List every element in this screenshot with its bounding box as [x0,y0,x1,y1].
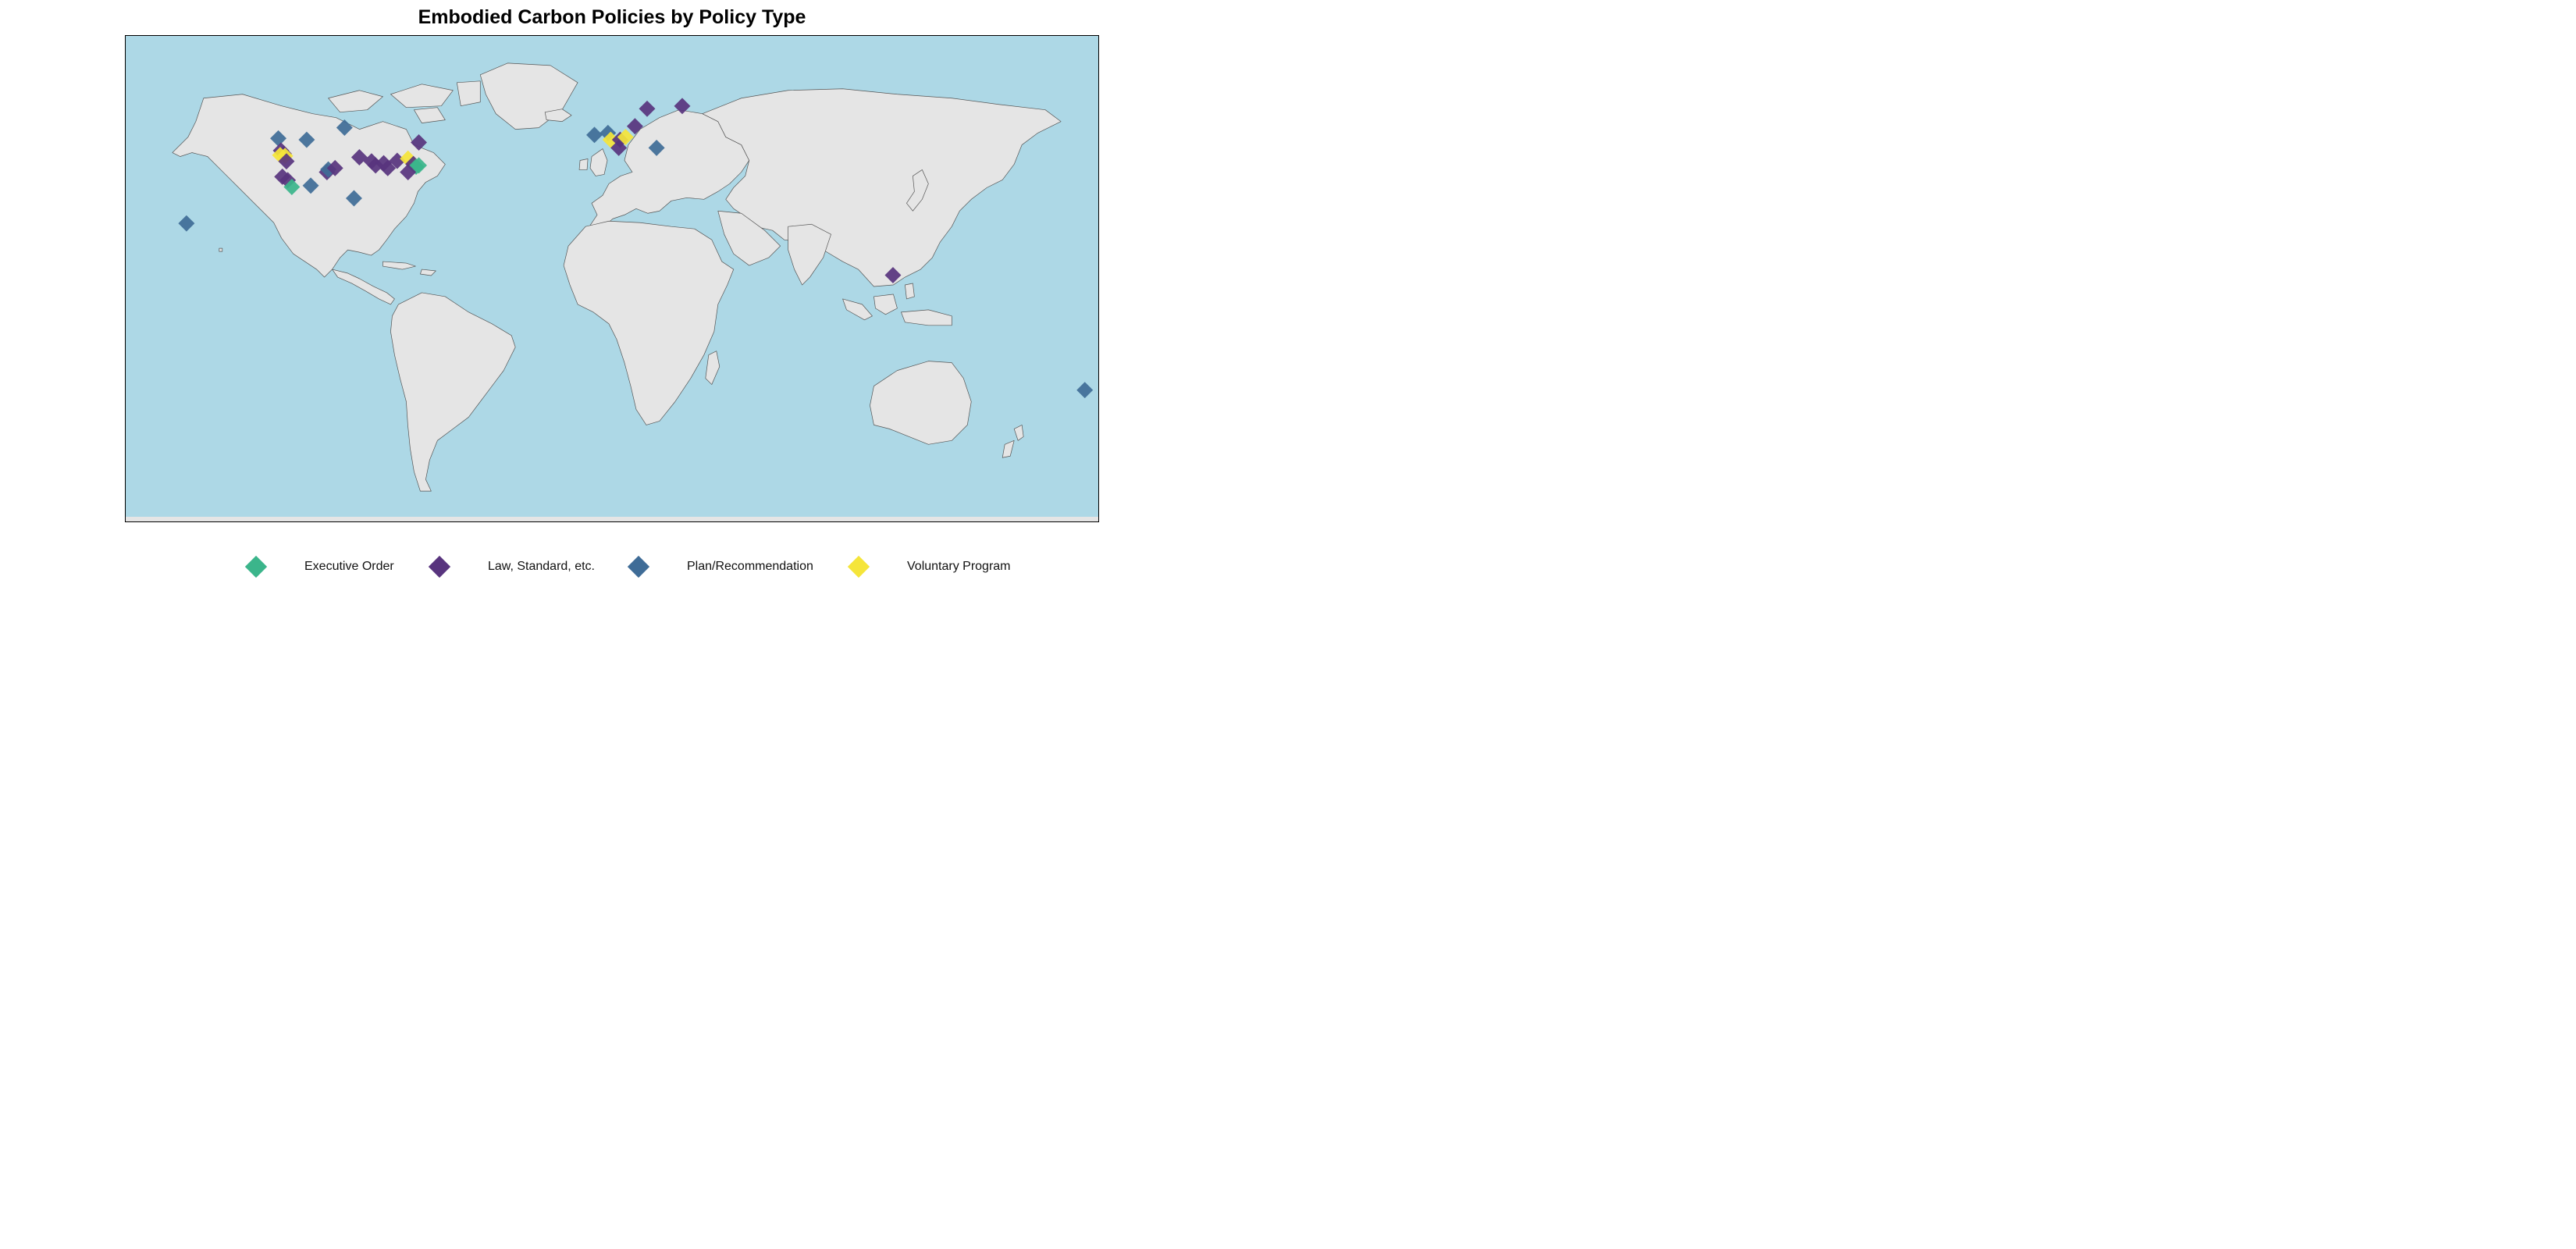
diamond-icon [244,555,268,578]
diamond-icon [847,555,870,578]
legend-item-plan-recommendation: Plan/Recommendation [624,553,813,581]
central-america-land [332,269,395,305]
map-frame [125,35,1099,522]
policy-marker-law-standard[interactable] [610,139,628,156]
antarctica-land [126,517,1098,521]
legend-label: Plan/Recommendation [687,560,813,573]
legend-label: Executive Order [304,560,394,573]
africa-land [563,220,735,425]
new-zealand-land [1002,425,1024,458]
diamond-icon [428,555,451,578]
legend-label: Voluntary Program [907,560,1011,573]
legend-item-law-standard: Law, Standard, etc. [425,553,595,581]
policy-marker-plan-recommendation[interactable] [345,190,362,207]
policy-marker-plan-recommendation[interactable] [270,130,287,147]
world-map[interactable] [126,36,1098,521]
japan-land [906,169,929,212]
policy-marker-plan-recommendation[interactable] [648,139,665,156]
southeast-asia-islands-land [842,283,952,326]
land-layer [126,62,1098,521]
south-america-land [390,292,516,492]
policy-marker-voluntary-program[interactable] [617,129,634,146]
legend: Executive Order Law, Standard, etc. Plan/R… [0,553,1224,581]
uk-ireland-land [578,148,608,176]
policy-marker-plan-recommendation[interactable] [1076,382,1094,399]
legend-label: Law, Standard, etc. [488,560,595,573]
india-land [788,223,831,286]
policy-marker-law-standard[interactable] [639,100,656,117]
australia-land [870,361,972,445]
policy-marker-law-standard[interactable] [389,152,406,169]
policy-marker-law-standard[interactable] [326,159,343,176]
policy-marker-plan-recommendation[interactable] [178,215,195,232]
policy-marker-plan-recommendation[interactable] [586,126,603,144]
arctic-islands-land [328,80,481,123]
policy-marker-law-standard[interactable] [884,267,902,283]
iceland-land [544,109,572,122]
arabia-land [717,210,781,266]
legend-item-voluntary-program: Voluntary Program [845,553,1011,581]
policy-marker-law-standard[interactable] [379,159,397,176]
map-title: Embodied Carbon Policies by Policy Type [418,6,806,28]
legend-item-executive-order: Executive Order [242,553,394,581]
hawaii-land [219,247,223,252]
policy-marker-plan-recommendation[interactable] [336,119,353,136]
caribbean-land [382,261,436,276]
madagascar-land [705,351,720,385]
diamond-icon [627,555,650,578]
policy-marker-law-standard[interactable] [400,164,417,180]
